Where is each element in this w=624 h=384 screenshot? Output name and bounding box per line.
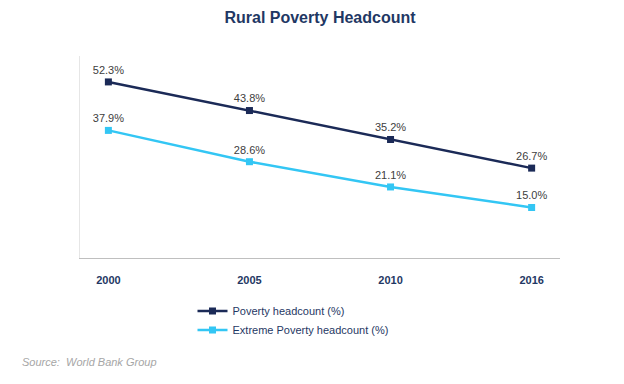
svg-text:2000: 2000	[96, 274, 120, 286]
svg-text:15.0%: 15.0%	[516, 189, 547, 201]
svg-text:35.2%: 35.2%	[375, 121, 406, 133]
svg-text:Rural Poverty Headcount: Rural Poverty Headcount	[224, 9, 416, 26]
svg-text:2005: 2005	[237, 274, 261, 286]
svg-text:2010: 2010	[378, 274, 402, 286]
svg-text:37.9%: 37.9%	[93, 112, 124, 124]
svg-text:Source: World Bank Group: Source: World Bank Group	[22, 356, 157, 368]
svg-text:Poverty headcount (%): Poverty headcount (%)	[233, 305, 345, 317]
svg-text:21.1%: 21.1%	[375, 169, 406, 181]
svg-text:2016: 2016	[519, 274, 543, 286]
svg-text:52.3%: 52.3%	[93, 64, 124, 76]
svg-text:26.7%: 26.7%	[516, 150, 547, 162]
svg-text:Extreme Poverty headcount (%): Extreme Poverty headcount (%)	[233, 324, 389, 336]
svg-text:43.8%: 43.8%	[234, 92, 265, 104]
svg-text:28.6%: 28.6%	[234, 144, 265, 156]
